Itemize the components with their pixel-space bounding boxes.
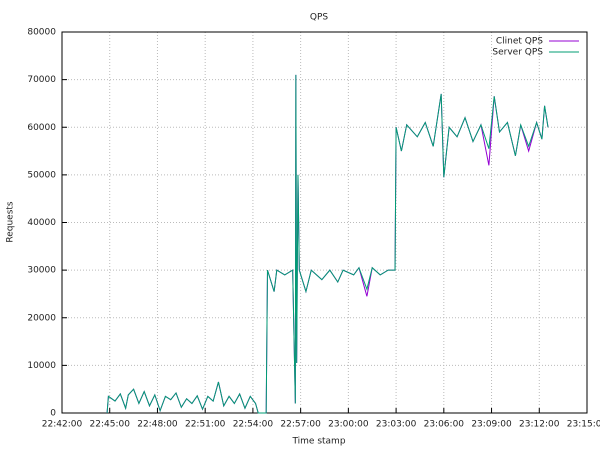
x-tick-label: 23:06:00 — [424, 420, 465, 430]
x-tick-label: 23:03:00 — [376, 420, 417, 430]
x-tick-label: 22:57:00 — [280, 420, 321, 430]
y-tick-label: 20000 — [27, 313, 56, 323]
x-axis-label: Time stamp — [291, 437, 345, 447]
legend-label: Server QPS — [492, 48, 543, 58]
y-tick-label: 40000 — [27, 218, 56, 228]
plot-border — [61, 31, 588, 414]
y-tick-label: 70000 — [27, 75, 56, 85]
x-tick-label: 23:12:00 — [519, 420, 560, 430]
y-tick-label: 30000 — [27, 266, 56, 276]
y-tick-label: 10000 — [27, 361, 56, 371]
x-tick-label: 22:45:00 — [90, 420, 131, 430]
y-tick-label: 60000 — [27, 123, 56, 133]
x-tick-label: 23:15:00 — [567, 420, 600, 430]
x-tick-label: 22:54:00 — [233, 420, 274, 430]
y-tick-label: 0 — [50, 409, 56, 419]
y-tick-label: 80000 — [27, 28, 56, 38]
y-axis-label: Requests — [6, 201, 16, 243]
y-tick-label: 50000 — [27, 170, 56, 180]
x-tick-label: 22:48:00 — [137, 420, 178, 430]
series-line — [106, 74, 549, 414]
x-tick-label: 23:00:00 — [328, 420, 369, 430]
x-tick-label: 23:09:00 — [471, 420, 512, 430]
legend-label: Clinet QPS — [496, 37, 543, 47]
chart-title: QPS — [310, 13, 329, 23]
x-tick-label: 22:42:00 — [42, 420, 83, 430]
x-tick-label: 22:51:00 — [185, 420, 226, 430]
